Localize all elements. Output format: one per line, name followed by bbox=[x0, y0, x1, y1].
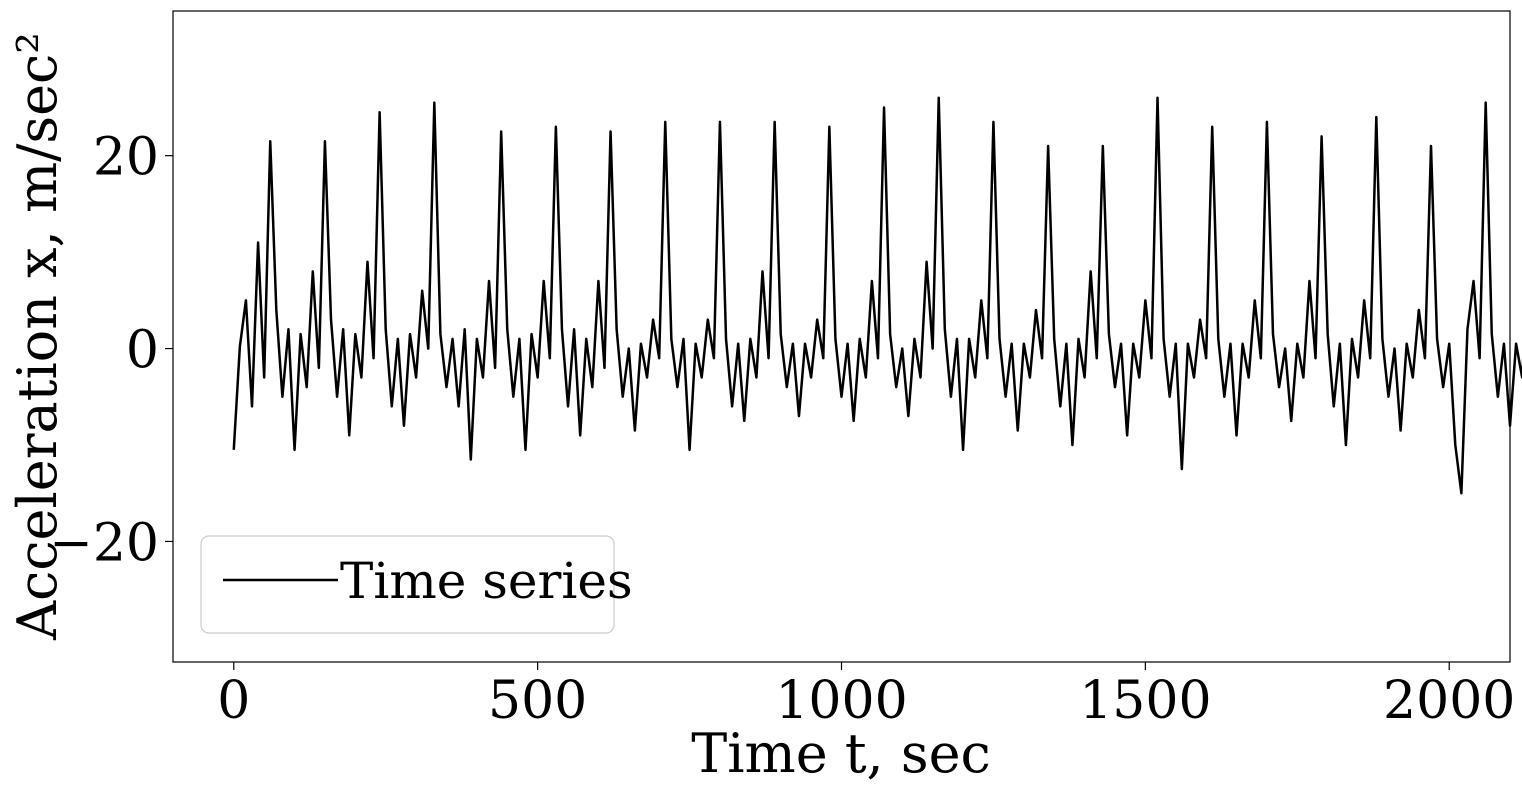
x-axis-label: Time t, sec bbox=[691, 722, 991, 785]
y-axis-label: Acceleration x, m/sec² bbox=[6, 32, 69, 641]
legend: Time series bbox=[200, 535, 633, 634]
x-tick-label: 1500 bbox=[1079, 671, 1211, 731]
y-axis: −20 0 20 bbox=[49, 128, 173, 573]
x-axis: 0 500 1000 1500 2000 bbox=[217, 662, 1515, 731]
y-tick-label: 0 bbox=[126, 321, 159, 381]
x-tick-label: 500 bbox=[488, 671, 587, 731]
y-tick-label: 20 bbox=[93, 128, 159, 188]
y-tick-label: −20 bbox=[49, 513, 159, 573]
x-tick-label: 1000 bbox=[775, 671, 907, 731]
legend-label-time-series: Time series bbox=[340, 552, 633, 610]
series-layer bbox=[232, 96, 1522, 495]
x-tick-label: 0 bbox=[217, 671, 250, 731]
series-line-time-series bbox=[232, 96, 1522, 495]
legend-frame bbox=[200, 535, 615, 634]
x-tick-label: 2000 bbox=[1383, 671, 1515, 731]
